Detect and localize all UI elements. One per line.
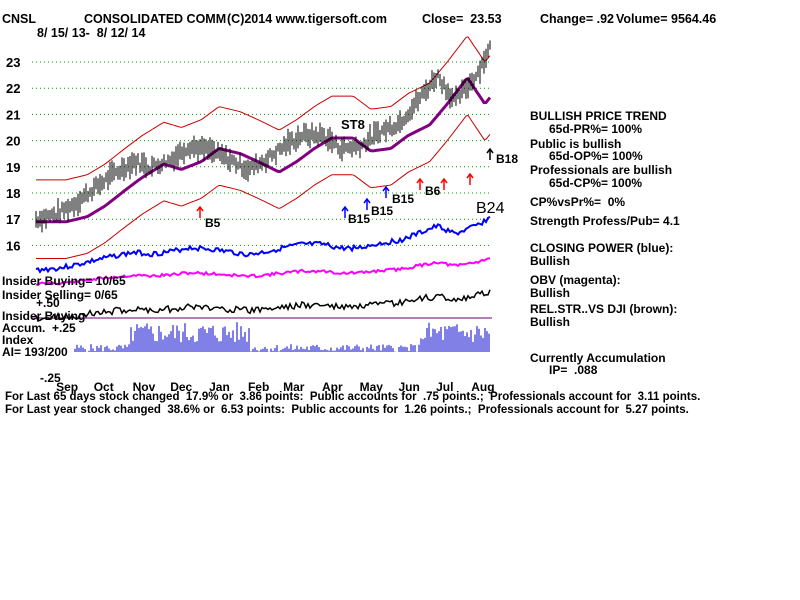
lower-band <box>36 114 491 259</box>
month-label: Jun <box>398 380 419 394</box>
signal-arrow-head <box>382 185 390 192</box>
accum-tick-050: +.50 <box>36 296 60 310</box>
grid-lines <box>32 61 492 319</box>
month-label: Feb <box>248 380 269 394</box>
signal-b18: B18 <box>496 152 519 166</box>
insider-buying-label-2: Insider Buying <box>2 309 86 323</box>
signal-arrow-head <box>466 172 474 179</box>
footer-year: For Last year stock changed 38.6% or 6.5… <box>5 404 689 416</box>
closing-power-label: CLOSING POWER (blue): <box>530 241 674 255</box>
month-label: Nov <box>133 380 156 394</box>
trend-title: BULLISH PRICE TREND <box>530 109 667 123</box>
signal-arrow-head <box>486 147 494 154</box>
signal-b5: B5 <box>205 216 221 230</box>
month-label: Apr <box>322 380 343 394</box>
signal-b15-a: B15 <box>348 212 371 226</box>
accum-title: Currently Accumulation <box>530 351 666 365</box>
accumulation-histogram <box>74 322 490 352</box>
pros-status: Professionals are bullish <box>530 163 673 177</box>
month-label: May <box>360 380 384 394</box>
company-name: CONSOLIDATED COMM <box>84 12 227 26</box>
price-tick-label: 20 <box>6 134 20 149</box>
op-value: 65d-OP%= 100% <box>549 149 643 163</box>
price-tick-label: 23 <box>6 55 20 70</box>
relstr-status: Bullish <box>530 315 571 329</box>
accum-tick-neg025: -.25 <box>40 371 61 385</box>
strength-value: Strength Profess/Pub= 4.1 <box>530 214 680 228</box>
signal-st8: ST8 <box>341 117 365 132</box>
signal-arrow-head <box>416 177 424 184</box>
index-label: Index <box>2 333 34 347</box>
insider-buying-label: Insider Buying= 10/65 <box>2 274 126 288</box>
accum-label: Accum. <box>2 321 46 335</box>
ip-value: IP= .088 <box>549 363 598 377</box>
signal-b24: B24 <box>476 200 505 217</box>
price-tick-label: 21 <box>6 107 20 122</box>
obv-label: OBV (magenta): <box>530 273 621 287</box>
cpvspr-value: CP%vsPr%= 0% <box>530 195 626 209</box>
signal-b15-c: B15 <box>392 192 415 206</box>
copyright: (C)2014 www.tigersoft.com <box>227 12 387 26</box>
insider-selling-label: Insider Selling= 0/65 <box>2 288 118 302</box>
change-value: Change= .92 <box>540 12 614 26</box>
upper-band <box>36 36 491 181</box>
month-label: Mar <box>283 380 305 394</box>
relstr-label: REL.STR..VS DJI (brown): <box>530 302 678 316</box>
obv-line <box>35 257 491 287</box>
month-axis: Sep Oct Nov Dec Jan Feb Mar Apr May Jun Jul Aug <box>56 380 494 394</box>
accum-tick-025: +.25 <box>52 321 76 335</box>
price-tick-label: 22 <box>6 81 20 96</box>
month-label: Jan <box>209 380 230 394</box>
price-axis: 23 22 21 20 19 18 17 16 <box>6 55 20 253</box>
pr-value: 65d-PR%= 100% <box>549 122 643 136</box>
cp-value: 65d-CP%= 100% <box>549 176 643 190</box>
indicator-lines <box>35 216 491 322</box>
price-tick-label: 19 <box>6 160 20 175</box>
ai-label: AI= 193/200 <box>2 345 68 359</box>
month-label: Sep <box>56 380 78 394</box>
month-label: Aug <box>471 380 494 394</box>
price-tick-label: 18 <box>6 186 20 201</box>
moving-average <box>36 76 492 224</box>
symbol: CNSL <box>2 12 37 26</box>
price-bars <box>35 40 491 233</box>
month-label: Jul <box>436 380 453 394</box>
closing-power-line <box>35 216 491 274</box>
close-value: Close= 23.53 <box>422 12 502 26</box>
signal-arrows <box>196 147 494 218</box>
month-label: Dec <box>170 380 192 394</box>
signal-arrow-head <box>341 205 349 212</box>
footer-65day: For Last 65 days stock changed 17.9% or … <box>5 391 701 403</box>
signal-arrow-head <box>196 205 204 212</box>
price-tick-label: 16 <box>6 238 20 253</box>
obv-status: Bullish <box>530 286 571 300</box>
signal-b6: B6 <box>425 184 441 198</box>
month-label: Oct <box>94 380 114 394</box>
volume-value: Volume= 9564.46 <box>616 12 717 26</box>
price-bands <box>36 36 492 259</box>
public-status: Public is bullish <box>530 137 622 151</box>
signal-arrow-head <box>363 197 371 204</box>
closing-power-status: Bullish <box>530 254 571 268</box>
signal-b15-b: B15 <box>371 204 394 218</box>
price-tick-label: 17 <box>6 212 20 227</box>
relstr-line <box>35 289 491 322</box>
signal-arrow-head <box>440 177 448 184</box>
date-range: 8/ 15/ 13- 8/ 12/ 14 <box>37 26 146 40</box>
